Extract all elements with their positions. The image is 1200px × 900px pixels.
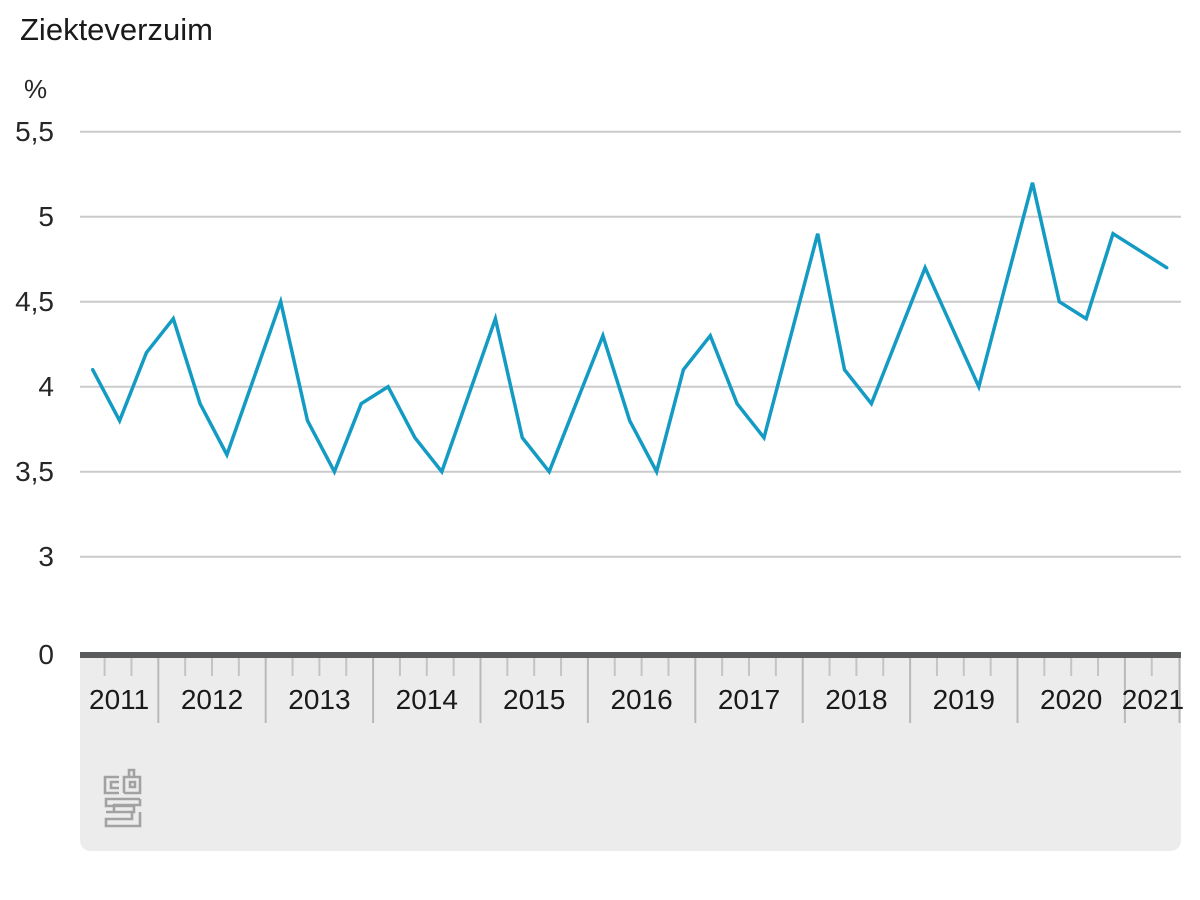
cbs-logo-c xyxy=(103,775,119,795)
x-axis-year-label: 2020 xyxy=(1040,684,1103,715)
x-axis-year-label: 2016 xyxy=(610,684,673,715)
x-axis-year-label: 2012 xyxy=(180,684,244,715)
x-axis-ticks xyxy=(103,658,1181,723)
x-axis-year-label: 2013 xyxy=(288,684,351,715)
x-axis-year-label: 2017 xyxy=(717,684,781,715)
x-axis-year-label: 2018 xyxy=(825,684,888,715)
cbs-logo-b xyxy=(122,768,142,795)
cbs-logo xyxy=(103,768,142,828)
y-axis-label: 3,5 xyxy=(15,455,54,487)
gridlines xyxy=(80,130,1181,558)
cbs-logo-s xyxy=(104,797,142,828)
x-axis-year-label: 2011 xyxy=(89,684,150,715)
x-axis-band xyxy=(80,652,1181,851)
x-axis-year-label: 2021 xyxy=(1121,684,1185,715)
chart-title: Ziekteverzuim xyxy=(20,12,213,47)
x-axis-year-label: 2014 xyxy=(395,684,458,715)
y-axis-label: 5 xyxy=(38,200,54,232)
y-axis-unit-label: % xyxy=(24,74,48,104)
y-axis-label: 4,5 xyxy=(15,285,54,317)
x-axis-year-label: 2015 xyxy=(503,684,566,715)
y-axis-label: 4 xyxy=(38,370,54,402)
y-axis-label: 3 xyxy=(38,540,54,572)
x-axis-year-label: 2019 xyxy=(932,684,995,715)
y-axis-label: 5,5 xyxy=(15,115,54,147)
line-series-ziekteverzuim xyxy=(90,182,1169,477)
y-axis-label: 0 xyxy=(38,639,54,670)
